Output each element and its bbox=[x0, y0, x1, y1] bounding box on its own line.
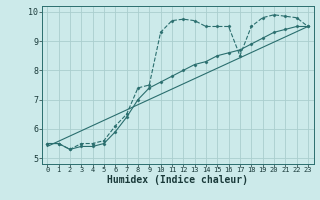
X-axis label: Humidex (Indice chaleur): Humidex (Indice chaleur) bbox=[107, 175, 248, 185]
